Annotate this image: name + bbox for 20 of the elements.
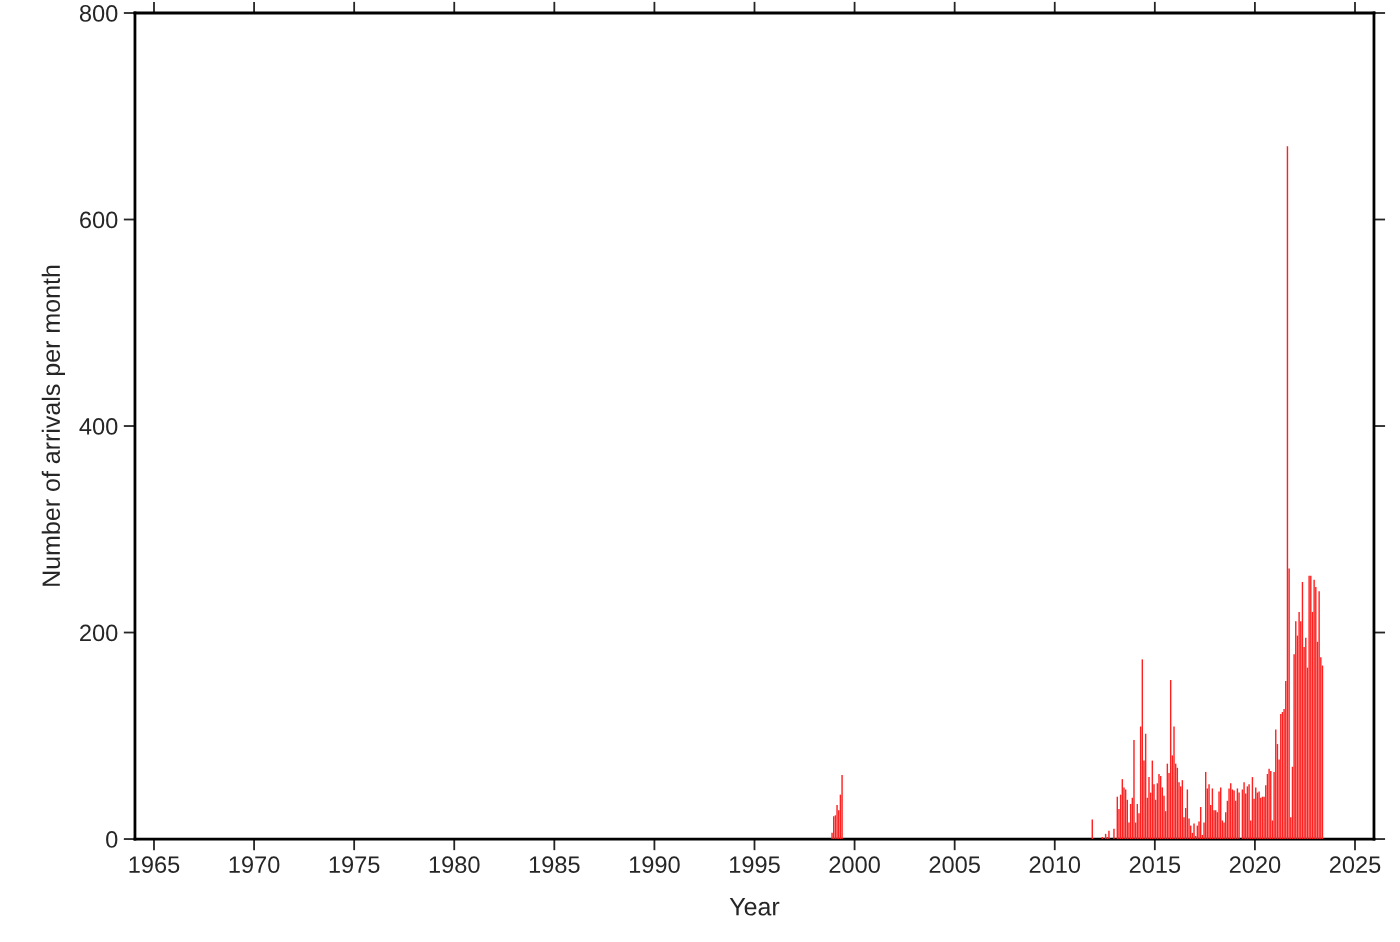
x-tick-label: 1965 [129,856,180,874]
x-axis-title: Year [729,898,780,916]
x-tick-label: 2025 [1329,856,1381,874]
x-tick-label: 2000 [829,856,880,874]
x-tick-label: 2005 [929,856,980,874]
x-tick-label: 1980 [429,856,480,874]
y-tick-label: 400 [79,418,118,435]
y-tick-label: 800 [79,5,118,22]
y-tick-label: 600 [80,211,118,229]
x-tick-label: 1975 [329,856,380,874]
x-tick-label: 2020 [1229,856,1281,874]
x-tick-label: 1985 [529,856,580,874]
x-tick-label: 2010 [1029,856,1081,874]
y-tick-label: 0 [106,831,118,848]
y-tick-label: 200 [80,624,118,642]
x-tick-label: 1990 [629,856,680,874]
x-tick-label: 1995 [730,856,780,874]
x-tick-label: 1970 [229,856,280,874]
x-tick-label: 2015 [1129,856,1181,874]
y-axis-title: Number of arrivals per month [41,265,66,586]
